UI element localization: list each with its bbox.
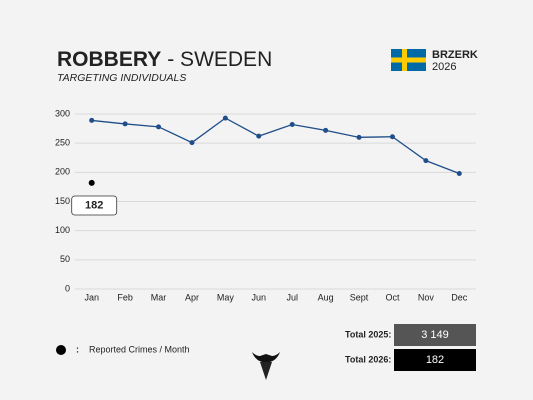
x-tick-label: Oct: [385, 292, 400, 302]
legend-dot: [56, 345, 66, 355]
x-tick-label: Dec: [451, 292, 468, 302]
legend-colon: :: [76, 344, 79, 354]
y-tick-label: 250: [55, 138, 70, 148]
y-tick-label: 0: [65, 283, 70, 293]
title-main: ROBBERY: [57, 48, 161, 71]
line: [91, 117, 460, 175]
point: [389, 134, 395, 140]
x-tick-label: Jun: [252, 292, 267, 302]
brand: BRZERK: [432, 49, 478, 61]
x-tick-label: Mar: [151, 292, 167, 302]
data-label: 182: [85, 199, 103, 211]
point: [156, 124, 162, 130]
point: [189, 140, 195, 146]
total-value: 182: [426, 354, 444, 366]
y-tick-label: 50: [60, 254, 70, 264]
subtitle: TARGETING INDIVIDUALS: [57, 72, 186, 84]
x-tick-label: Jan: [84, 292, 99, 302]
x-tick-label: Aug: [318, 292, 334, 302]
point: [89, 117, 95, 123]
total-box: [394, 349, 476, 371]
point: [88, 179, 95, 186]
year: 2026: [432, 61, 456, 73]
point: [222, 115, 228, 121]
logo: [252, 352, 280, 380]
point: [356, 134, 362, 140]
flag: [391, 49, 426, 71]
y-tick-label: 100: [55, 225, 70, 235]
data-label-box: [71, 195, 118, 216]
legend-label: Reported Crimes / Month: [89, 344, 190, 354]
point: [456, 171, 462, 176]
x-tick-label: May: [217, 292, 235, 302]
total-value: 3 149: [421, 329, 449, 341]
x-tick-label: Sept: [350, 292, 369, 302]
point: [289, 122, 295, 127]
point: [423, 158, 429, 164]
point: [323, 127, 329, 133]
y-tick-label: 300: [55, 108, 70, 118]
x-tick-label: Jul: [286, 292, 298, 302]
total-label: Total 2025:: [345, 329, 391, 339]
point: [256, 133, 262, 139]
total-label: Total 2026:: [345, 354, 391, 364]
x-tick-label: Nov: [418, 292, 435, 302]
x-tick-label: Feb: [117, 292, 133, 302]
title-suffix: - SWEDEN: [167, 48, 272, 71]
y-tick-label: 150: [55, 196, 70, 206]
point: [122, 121, 128, 127]
total-box: [394, 324, 476, 346]
x-tick-label: Apr: [185, 292, 199, 302]
chart-title: ROBBERY - SWEDEN: [57, 48, 272, 71]
y-tick-label: 200: [55, 167, 70, 177]
